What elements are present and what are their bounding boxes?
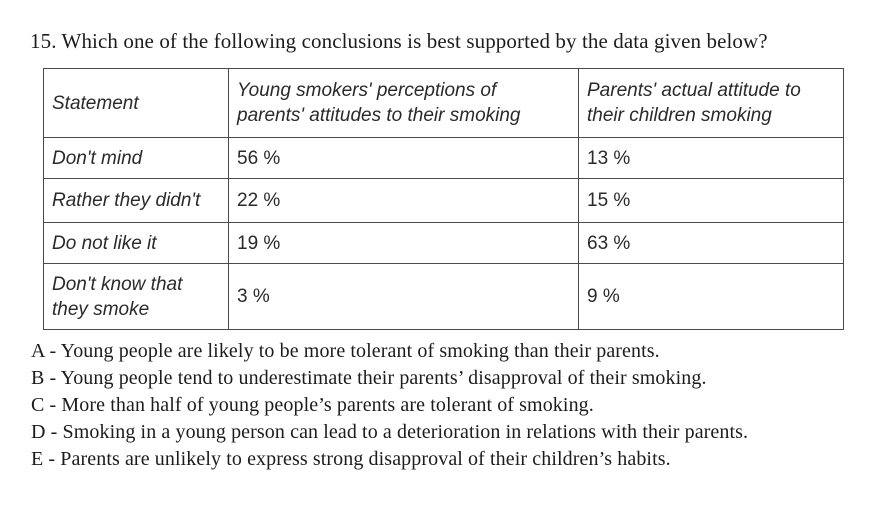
answer-option-d: D - Smoking in a young person can lead t… xyxy=(31,421,749,443)
answer-option-a: A - Young people are likely to be more t… xyxy=(31,340,660,362)
actual-cell: 13 % xyxy=(578,137,844,179)
answer-option-b: B - Young people tend to underestimate t… xyxy=(31,367,707,389)
perception-cell: 56 % xyxy=(228,137,579,179)
table-row: Don't know that they smoke 3 % 9 % xyxy=(43,263,844,330)
header-perceptions: Young smokers' perceptions of parents' a… xyxy=(228,68,579,138)
answer-options: A - Young people are likely to be more t… xyxy=(31,338,748,473)
answer-option-e: E - Parents are unlikely to express stro… xyxy=(31,448,671,470)
table-row: Don't mind 56 % 13 % xyxy=(43,137,844,179)
perception-cell: 19 % xyxy=(228,222,579,264)
table-row: Rather they didn't 22 % 15 % xyxy=(43,178,844,223)
header-actual: Parents' actual attitude to their childr… xyxy=(578,68,844,138)
statement-cell: Do not like it xyxy=(43,222,229,264)
perception-cell: 22 % xyxy=(228,178,579,223)
statement-cell: Don't mind xyxy=(43,137,229,179)
statement-cell: Rather they didn't xyxy=(43,178,229,223)
smoking-attitudes-table: Statement Young smokers' perceptions of … xyxy=(43,68,844,330)
actual-cell: 9 % xyxy=(578,263,844,330)
actual-cell: 15 % xyxy=(578,178,844,223)
answer-option-c: C - More than half of young people’s par… xyxy=(31,394,594,416)
table-row: Do not like it 19 % 63 % xyxy=(43,222,844,264)
actual-cell: 63 % xyxy=(578,222,844,264)
table-header-row: Statement Young smokers' perceptions of … xyxy=(43,68,844,138)
perception-cell: 3 % xyxy=(228,263,579,330)
question-title: 15. Which one of the following conclusio… xyxy=(30,29,768,53)
statement-cell: Don't know that they smoke xyxy=(43,263,229,330)
header-statement: Statement xyxy=(43,68,229,138)
